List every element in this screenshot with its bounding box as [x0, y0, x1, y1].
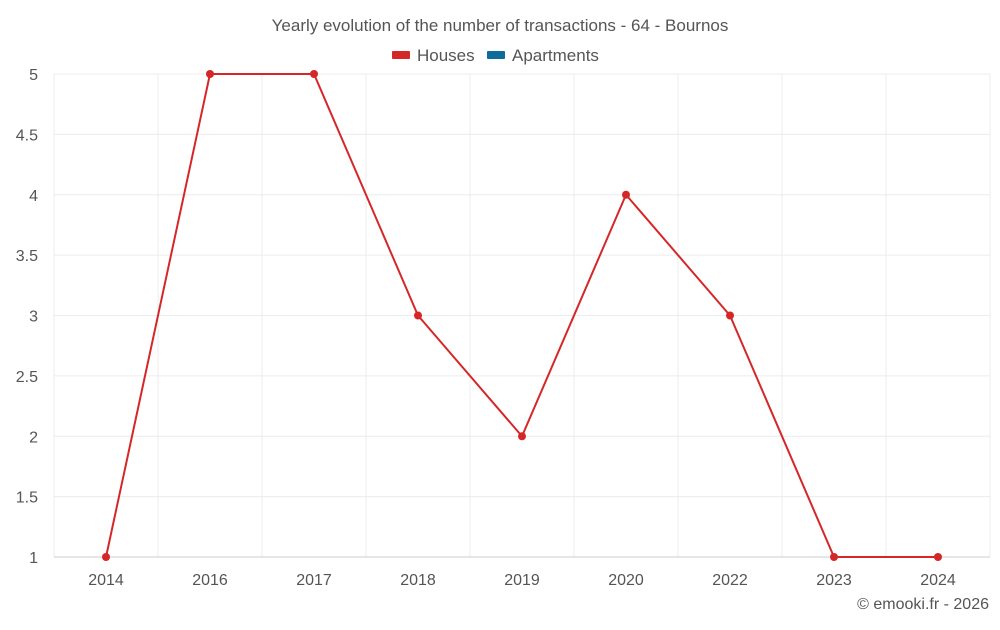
legend: Houses Apartments [392, 46, 599, 65]
y-tick-label: 5 [29, 67, 38, 84]
x-tick-label: 2017 [296, 572, 332, 589]
data-point-houses[interactable] [518, 432, 526, 441]
y-tick-label: 1.5 [16, 490, 38, 507]
chart-title: Yearly evolution of the number of transa… [272, 16, 729, 35]
data-point-houses[interactable] [102, 553, 110, 561]
y-tick-label: 3 [29, 309, 38, 326]
legend-item-apartments[interactable]: Apartments [487, 46, 599, 65]
data-point-houses[interactable] [414, 311, 422, 320]
x-tick-label: 2022 [712, 572, 748, 589]
y-axis: 1 1.5 2 2.5 3 3.5 4 4.5 5 [16, 67, 38, 567]
legend-item-houses[interactable]: Houses [392, 46, 475, 65]
x-tick-label: 2014 [88, 572, 124, 589]
x-tick-label: 2024 [920, 572, 956, 589]
x-tick-label: 2016 [192, 572, 228, 589]
legend-label-apartments: Apartments [512, 46, 599, 65]
legend-swatch-houses [392, 51, 410, 59]
series-layer [102, 70, 942, 561]
legend-swatch-apartments [487, 51, 505, 59]
y-tick-label: 2 [29, 429, 38, 446]
y-tick-label: 4.5 [16, 127, 38, 144]
data-point-houses[interactable] [934, 553, 942, 561]
x-tick-label: 2020 [608, 572, 644, 589]
data-point-houses[interactable] [622, 190, 630, 199]
data-point-houses[interactable] [726, 311, 734, 320]
data-point-houses[interactable] [310, 70, 318, 78]
y-tick-label: 3.5 [16, 248, 38, 265]
credit-text: © emooki.fr - 2026 [857, 596, 989, 613]
y-tick-label: 4 [29, 188, 38, 205]
data-point-houses[interactable] [206, 70, 214, 78]
x-axis: 2014 2016 2017 2018 2019 2020 2022 2023 2024 [54, 556, 990, 589]
legend-label-houses: Houses [417, 46, 475, 65]
y-tick-label: 2.5 [16, 369, 38, 386]
data-point-houses[interactable] [830, 553, 838, 561]
y-tick-label: 1 [29, 550, 38, 567]
x-tick-label: 2019 [504, 572, 540, 589]
x-tick-label: 2023 [816, 572, 852, 589]
x-tick-label: 2018 [400, 572, 436, 589]
